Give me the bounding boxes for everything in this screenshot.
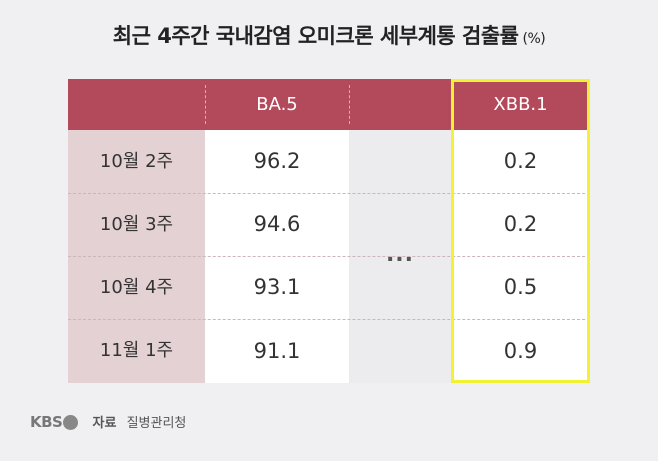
header-ba5: BA.5	[256, 94, 298, 115]
row-label: 10월 4주	[68, 256, 205, 319]
footer: KBS 자료 질병관리청	[30, 412, 186, 432]
row-label: 11월 1주	[68, 319, 205, 383]
header-gap	[349, 79, 451, 130]
ba5-value: 96.2	[205, 130, 349, 193]
header-xbb1: XBB.1	[493, 94, 548, 115]
header-separator	[349, 85, 350, 124]
ba5-value: 91.1	[205, 319, 349, 383]
row-divider	[68, 256, 590, 257]
row-divider	[68, 319, 590, 320]
detection-rate-table: BA.5 XBB.1 10월 2주 96.2 0.2 10월 3주 94.6 0…	[68, 79, 590, 383]
header-separator	[205, 85, 206, 124]
kbs-logo-icon	[63, 414, 79, 430]
row-label: 10월 3주	[68, 193, 205, 256]
header-empty	[68, 79, 205, 130]
row-divider	[68, 193, 590, 194]
kbs-logo: KBS	[30, 413, 79, 431]
title-text: 최근 4주간 국내감염 오미크론 세부계통 검출률	[112, 24, 519, 48]
xbb1-value: 0.5	[451, 256, 590, 319]
xbb1-value: 0.9	[451, 319, 590, 383]
row-label: 10월 2주	[68, 130, 205, 193]
chart-title: 최근 4주간 국내감염 오미크론 세부계통 검출률 (%)	[0, 20, 658, 50]
source-label: 자료	[92, 416, 117, 431]
ellipsis: ...	[385, 242, 415, 267]
ba5-value: 93.1	[205, 256, 349, 319]
xbb1-value: 0.2	[451, 193, 590, 256]
title-unit: (%)	[522, 31, 546, 47]
table-header: BA.5 XBB.1	[68, 79, 590, 130]
ba5-value: 94.6	[205, 193, 349, 256]
source-name: 질병관리청	[126, 416, 187, 431]
xbb1-value: 0.2	[451, 130, 590, 193]
